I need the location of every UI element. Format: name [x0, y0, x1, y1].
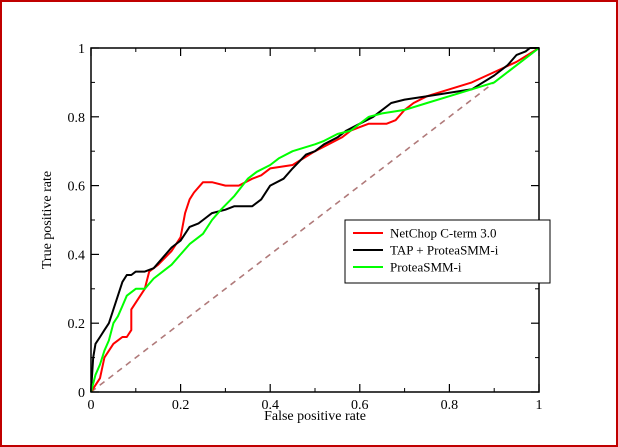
x-tick-label: 0.2	[172, 398, 190, 413]
series-line-netchop-c-term-3-0	[90, 47, 540, 393]
x-axis-label: False positive rate	[264, 409, 366, 424]
y-tick-label: 0	[78, 386, 85, 401]
axis-ticks: 0 0.2 0.4 0.6 0.8 1 0 0.2 0.4 0.6 0.8 1	[68, 42, 543, 413]
legend: NetChop C-term 3.0 TAP + ProteaSMM-i Prote…	[344, 219, 551, 284]
x-tick-label: 1	[536, 398, 543, 413]
x-tick-label: 0.6	[351, 398, 369, 413]
legend-entries: NetChop C-term 3.0 TAP + ProteaSMM-i Prote…	[353, 226, 499, 275]
x-tick-label: 0	[88, 398, 95, 413]
plot-area	[90, 47, 540, 393]
y-tick-label: 0.8	[68, 111, 86, 126]
legend-label: ProteaSMM-i	[390, 260, 462, 275]
x-tick-label: 0.4	[261, 398, 279, 413]
series-line-tap-proteasmm-i	[90, 47, 539, 393]
y-axis-label: True positive rate	[40, 171, 55, 269]
legend-label: NetChop C-term 3.0	[390, 226, 497, 241]
y-tick-label: 0.2	[68, 317, 86, 332]
legend-label: TAP + ProteaSMM-i	[390, 243, 499, 258]
y-tick-label: 0.6	[68, 180, 86, 195]
x-tick-label: 0.8	[441, 398, 459, 413]
series-line-proteasmm-i	[90, 47, 540, 393]
y-tick-label: 0.4	[68, 248, 86, 263]
y-tick-label: 1	[78, 42, 85, 57]
legend-box	[344, 219, 551, 284]
